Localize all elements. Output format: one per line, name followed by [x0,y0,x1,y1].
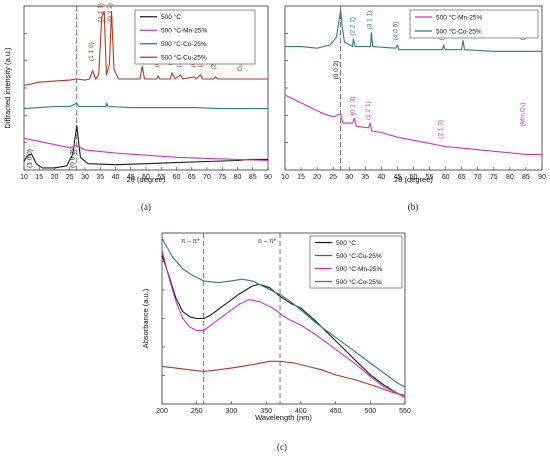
x-tick-label: 45 [394,174,402,181]
series-line [161,360,406,396]
x-tick-label: 55 [426,174,434,181]
series-line [161,249,406,398]
series-line [161,255,406,398]
peak-annotation: (0 0 2) [69,149,76,168]
x-tick-label: 65 [188,174,196,181]
x-tick-label: 30 [81,174,89,181]
peak-annotation: (4 0 0) [392,22,399,41]
x-tick-label: 50 [410,174,418,181]
peak-annotation: (0 1 3) [349,97,356,116]
x-tick-label: 10 [20,174,28,181]
x-tick-label: 550 [399,408,411,415]
x-tick-label: 90 [264,174,272,181]
x-tick-label: 50 [142,174,150,181]
panel-label: (b) [408,202,419,212]
legend-entry: 500 °C-Mn-25% [336,265,383,273]
x-tick-label: 250 [191,408,203,415]
legend-entry: 500 °C-Mn-25% [161,27,208,35]
series-line [161,237,406,388]
x-tick-label: 30 [345,174,353,181]
legend-entry: 500 °C [336,239,356,247]
peak-annotation: (1 1 1) [97,3,104,22]
peak-annotation: (0 0 2) [333,61,340,80]
peak-annotation: (Mn₃O₄) [519,103,526,127]
x-tick-label: 25 [66,174,74,181]
series-line [285,10,542,52]
x-tick-label: 40 [112,174,120,181]
series-line [23,125,268,169]
legend-entry: 500 °C [161,13,181,21]
panel-b: 10 15 20 25 30 35 40 45 50 55 60 65 70 75 80 85 90 2θ (de… [281,5,546,212]
series-line [23,137,269,162]
legend-entry: 500 °C-Co-25% [336,278,382,286]
legend-box [134,9,256,65]
peak-annotation: (2 1 3) [437,120,444,139]
x-tick-label: 45 [127,174,135,181]
series-line [23,102,268,110]
x-tick-label: 80 [506,174,514,181]
legend-entry: 500 °C-Cu-25% [336,252,382,260]
peak-annotation: (1 0 0) [27,149,34,168]
x-axis-label: 2θ (degree) [127,175,166,184]
x-axis-label: 2θ (degree) [394,175,433,184]
x-tick-label: 80 [234,174,242,181]
transition-label: n – π* [258,238,276,245]
x-tick-label: 70 [474,174,482,181]
legend-entry: 500 °C-Mn-25% [436,13,483,21]
x-tick-label: 20 [51,174,59,181]
x-tick-label: 90 [538,174,546,181]
series-line [23,10,268,86]
x-tick-label: 400 [295,408,307,415]
x-tick-label: 350 [260,408,272,415]
x-axis-label: Wavelength (nm) [255,413,312,422]
peak-annotation: (3 1 1) [367,11,374,30]
legend-entry: 500 °C-Co-25% [161,40,207,48]
y-axis-label: Diffracted intensity (a.u.) [3,47,12,129]
x-tick-label: 20 [313,174,321,181]
legend-box [309,235,403,289]
x-tick-label: 500 [364,408,376,415]
x-tick-label: 75 [490,174,498,181]
peak-annotation: (0 2 2) [107,3,114,22]
x-tick-label: 55 [157,174,165,181]
x-tick-label: 15 [297,174,305,181]
x-tick-label: 10 [281,174,289,181]
x-tick-label: 70 [203,174,211,181]
x-tick-label: 200 [156,408,168,415]
x-tick-label: 40 [377,174,385,181]
x-tick-label: 60 [442,174,450,181]
x-tick-label: 300 [226,408,238,415]
x-tick-label: 60 [173,174,181,181]
panel-c: 200 250 300 350 400 450 500 550 Wavelength (nm) A… [141,232,411,452]
x-tick-label: 450 [330,408,342,415]
legend-entry: 500 °C-Co-25% [436,27,482,35]
legend-entry: 500 °C-Cu-25% [161,54,207,62]
x-tick-label: 65 [458,174,466,181]
peak-annotation: (1 2 1) [365,101,372,120]
x-tick-label: 25 [329,174,337,181]
y-axis-label: Absorbance (a.u.) [141,288,150,348]
x-tick-label: 75 [218,174,226,181]
panel-label: (a) [141,202,151,212]
peak-annotation: (1 1 0) [88,42,95,61]
panel-a: 10 15 20 25 30 35 40 45 50 55 60 65 70 75 80 85 90 2θ (de… [3,3,272,212]
panel-label: (c) [277,442,287,452]
legend-box [409,9,539,39]
x-tick-label: 85 [522,174,530,181]
peak-annotation: (2 2 2) [349,17,356,36]
x-tick-label: 85 [249,174,257,181]
series-line [284,94,542,155]
x-tick-label: 15 [35,174,43,181]
transition-label: π – π* [181,238,200,245]
x-tick-label: 35 [361,174,369,181]
x-tick-label: 35 [96,174,104,181]
peak-annotation: CuO [237,58,244,71]
